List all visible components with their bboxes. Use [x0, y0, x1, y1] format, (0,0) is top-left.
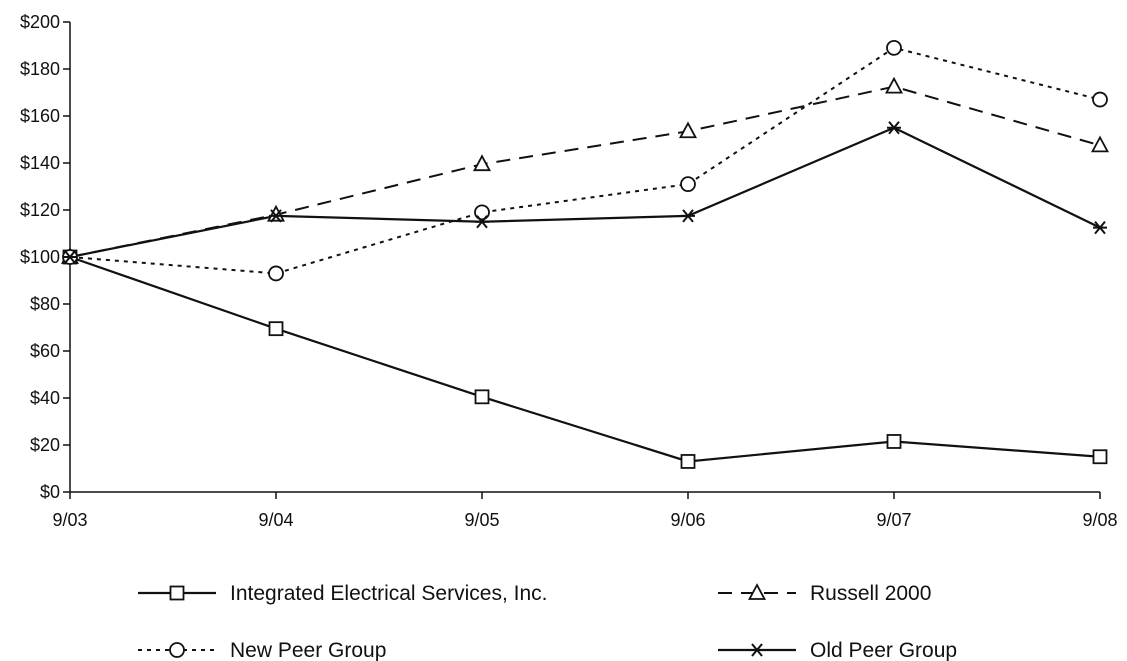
data-point-new-peer-group [474, 204, 490, 221]
x-tick-label: 9/06 [670, 510, 705, 530]
legend-label: New Peer Group [230, 639, 386, 661]
data-point-integrated-electrical-services-inc [680, 454, 696, 469]
x-tick-label: 9/07 [876, 510, 911, 530]
y-tick-label: $180 [20, 59, 60, 79]
legend-item-new-peer-group: New Peer Group [138, 639, 386, 661]
legend-marker-circle [169, 642, 185, 658]
axes [69, 22, 1100, 493]
legend-item-old-peer-group: Old Peer Group [718, 639, 957, 661]
series-lines [69, 46, 1101, 463]
data-point-new-peer-group [1092, 91, 1108, 108]
y-tick-label: $40 [30, 388, 60, 408]
y-tick-label: $0 [40, 482, 60, 502]
legend-marker-square [169, 585, 185, 601]
data-point-russell-2000 [1090, 135, 1110, 153]
data-point-old-peer-group [681, 209, 695, 223]
data-point-new-peer-group [680, 176, 696, 193]
data-point-russell-2000 [266, 204, 286, 222]
data-point-new-peer-group [268, 265, 284, 282]
y-tick-label: $200 [20, 12, 60, 32]
legend-label: Russell 2000 [810, 582, 931, 605]
data-point-old-peer-group [63, 250, 77, 264]
data-point-russell-2000 [678, 121, 698, 139]
y-ticks: $0 $20 $40 $60 $80 $100 $120 $140 $160 $180 $200 [20, 12, 70, 502]
legend-label: Integrated Electrical Services, Inc. [230, 582, 547, 605]
legend: Integrated Electrical Services, Inc. Russ… [138, 582, 957, 661]
y-tick-label: $60 [30, 341, 60, 361]
data-point-old-peer-group [269, 209, 283, 223]
y-tick-label: $80 [30, 294, 60, 314]
data-point-integrated-electrical-services-inc [886, 434, 902, 449]
series-line-integrated-electrical-services-inc [69, 255, 1101, 463]
data-point-old-peer-group [475, 215, 489, 229]
legend-marker-triangle [747, 583, 767, 600]
series-line-russell-2000 [69, 85, 1101, 258]
data-point-old-peer-group [887, 121, 901, 135]
series-line-old-peer-group [69, 126, 1101, 259]
y-tick-label: $160 [20, 106, 60, 126]
legend-label: Old Peer Group [810, 639, 957, 661]
x-tick-label: 9/03 [52, 510, 87, 530]
data-point-russell-2000 [884, 76, 904, 94]
data-point-old-peer-group [1093, 220, 1107, 235]
data-point-new-peer-group [886, 39, 902, 56]
series-markers [60, 39, 1110, 469]
x-tick-label: 9/08 [1082, 510, 1117, 530]
data-point-integrated-electrical-services-inc [268, 321, 284, 337]
data-point-integrated-electrical-services-inc [1092, 449, 1108, 465]
data-point-russell-2000 [472, 154, 492, 172]
legend-marker-asterisk [750, 643, 764, 657]
y-tick-label: $120 [20, 200, 60, 220]
legend-item-integrated-electrical-services-inc: Integrated Electrical Services, Inc. [138, 582, 547, 605]
x-ticks: 9/03 9/04 9/05 9/06 9/07 9/08 [52, 492, 1118, 530]
y-tick-label: $140 [20, 153, 60, 173]
legend-item-russell-2000: Russell 2000 [718, 582, 931, 605]
data-point-integrated-electrical-services-inc [474, 389, 490, 405]
x-tick-label: 9/04 [258, 510, 293, 530]
y-tick-label: $20 [30, 435, 60, 455]
series-line-new-peer-group [69, 46, 1101, 275]
y-tick-label: $100 [20, 247, 60, 267]
x-tick-label: 9/05 [464, 510, 499, 530]
